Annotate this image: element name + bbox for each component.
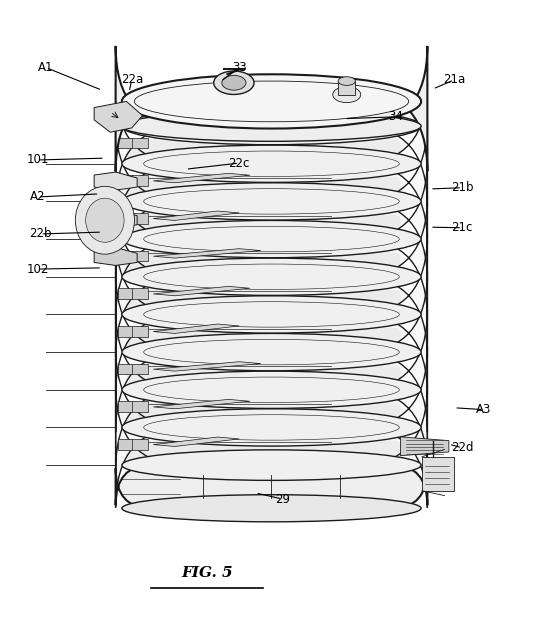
Polygon shape xyxy=(153,174,250,183)
FancyBboxPatch shape xyxy=(127,139,401,162)
Text: 22a: 22a xyxy=(121,73,143,86)
Text: FIG. 5: FIG. 5 xyxy=(181,566,233,580)
Polygon shape xyxy=(153,399,250,409)
FancyBboxPatch shape xyxy=(116,121,427,244)
Text: 29: 29 xyxy=(275,493,290,506)
Circle shape xyxy=(75,187,135,254)
Polygon shape xyxy=(153,249,261,258)
FancyBboxPatch shape xyxy=(116,465,427,508)
Bar xyxy=(118,326,148,337)
Ellipse shape xyxy=(122,183,421,220)
Ellipse shape xyxy=(333,86,361,103)
Ellipse shape xyxy=(122,371,421,409)
Text: 22c: 22c xyxy=(229,157,250,170)
Polygon shape xyxy=(153,211,239,220)
Polygon shape xyxy=(153,286,250,296)
Polygon shape xyxy=(94,210,137,228)
Ellipse shape xyxy=(122,450,421,480)
Polygon shape xyxy=(153,324,239,333)
Text: 22b: 22b xyxy=(29,228,52,241)
Ellipse shape xyxy=(122,74,421,129)
Text: 21b: 21b xyxy=(451,181,473,194)
Ellipse shape xyxy=(122,111,421,141)
Text: 102: 102 xyxy=(27,262,49,276)
Polygon shape xyxy=(94,248,137,266)
Bar xyxy=(118,251,148,261)
Ellipse shape xyxy=(122,145,421,182)
Text: 21a: 21a xyxy=(443,73,465,86)
Ellipse shape xyxy=(122,108,421,145)
FancyBboxPatch shape xyxy=(127,328,401,350)
FancyBboxPatch shape xyxy=(116,46,427,172)
Text: 22d: 22d xyxy=(451,442,473,454)
Ellipse shape xyxy=(122,333,421,371)
FancyBboxPatch shape xyxy=(116,272,427,394)
Polygon shape xyxy=(153,362,261,371)
Bar xyxy=(118,364,148,374)
FancyBboxPatch shape xyxy=(116,83,427,207)
Circle shape xyxy=(86,198,124,243)
Bar xyxy=(338,81,355,95)
FancyBboxPatch shape xyxy=(127,215,401,237)
Bar xyxy=(118,137,148,148)
Text: 101: 101 xyxy=(27,154,49,167)
Bar xyxy=(118,439,148,450)
Bar xyxy=(118,401,148,412)
FancyBboxPatch shape xyxy=(116,310,427,432)
Text: A1: A1 xyxy=(38,61,54,74)
Text: 34: 34 xyxy=(388,110,402,123)
FancyBboxPatch shape xyxy=(127,177,401,200)
Ellipse shape xyxy=(214,71,254,95)
Polygon shape xyxy=(94,101,142,132)
FancyBboxPatch shape xyxy=(127,403,401,425)
Bar xyxy=(118,213,148,224)
Ellipse shape xyxy=(122,409,421,446)
Ellipse shape xyxy=(338,77,355,85)
Ellipse shape xyxy=(122,220,421,258)
Polygon shape xyxy=(153,437,239,447)
FancyBboxPatch shape xyxy=(116,159,427,282)
FancyBboxPatch shape xyxy=(116,197,427,319)
Bar xyxy=(118,175,148,186)
Polygon shape xyxy=(94,172,137,190)
FancyBboxPatch shape xyxy=(116,385,427,508)
Text: A2: A2 xyxy=(30,190,46,203)
FancyBboxPatch shape xyxy=(116,347,427,470)
Text: 33: 33 xyxy=(232,61,247,74)
Bar xyxy=(422,457,454,491)
Text: 21c: 21c xyxy=(452,221,473,234)
Ellipse shape xyxy=(222,75,246,90)
Polygon shape xyxy=(401,437,449,456)
FancyBboxPatch shape xyxy=(127,440,401,463)
Ellipse shape xyxy=(122,494,421,522)
FancyBboxPatch shape xyxy=(116,234,427,357)
Ellipse shape xyxy=(122,296,421,333)
Ellipse shape xyxy=(122,258,421,295)
FancyBboxPatch shape xyxy=(127,253,401,275)
Bar xyxy=(118,289,148,299)
Text: A3: A3 xyxy=(476,403,491,416)
FancyBboxPatch shape xyxy=(127,290,401,312)
FancyBboxPatch shape xyxy=(127,365,401,388)
